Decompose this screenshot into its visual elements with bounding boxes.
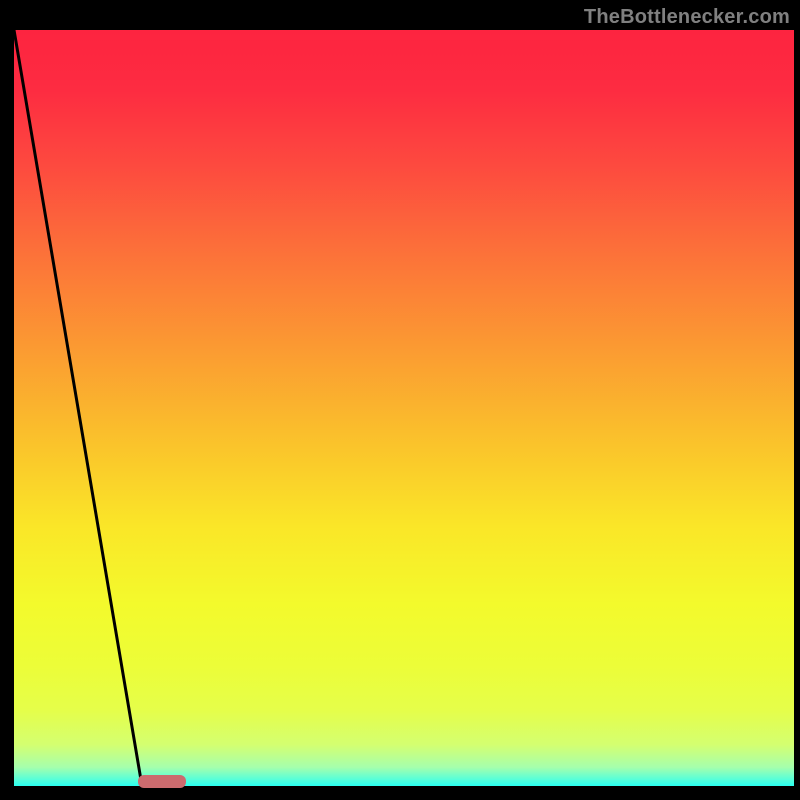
watermark-text: TheBottlenecker.com — [584, 6, 790, 29]
curve — [14, 30, 794, 786]
chart-frame: TheBottlenecker.com — [0, 0, 800, 800]
min-marker — [138, 775, 186, 788]
plot-area — [14, 30, 794, 786]
